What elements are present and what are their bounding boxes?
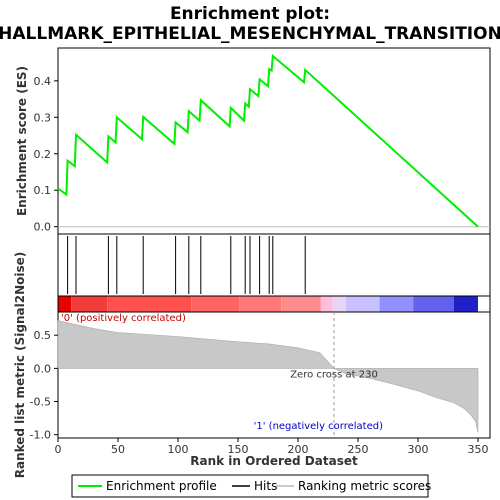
metric-tick-label: 0.5 [34, 329, 52, 342]
es-frame [57, 47, 491, 235]
es-tick-label: 0.4 [34, 75, 52, 88]
chart-title-line1: Enrichment plot: [170, 4, 330, 24]
legend-label-enrichment: Enrichment profile [106, 479, 217, 493]
heatmap-segment [281, 296, 321, 312]
x-tick-label: 150 [228, 443, 249, 456]
metric-axis-label: Ranked list metric (Signal2Noise) [13, 252, 27, 479]
es-tick-label: 0.2 [34, 148, 52, 161]
heatmap-segment [71, 296, 108, 312]
x-tick-label: 50 [111, 443, 125, 456]
es-panel: 0.0 0.1 0.2 0.3 0.4 [34, 47, 491, 235]
hits-frame [57, 233, 491, 297]
metric-tick-label: -0.5 [30, 396, 51, 409]
heatmap-segment [413, 296, 454, 312]
legend: Enrichment profile Hits Ranking metric s… [71, 474, 431, 498]
x-tick-label: 350 [468, 443, 489, 456]
heatmap-segment [454, 296, 478, 312]
x-tick-label: 250 [348, 443, 369, 456]
metric-tick-label: -1.0 [30, 429, 51, 442]
negative-correlation-label: '1' (negatively correlated) [254, 421, 383, 432]
heatmap-segment [320, 296, 333, 312]
heatmap-segment [191, 296, 240, 312]
x-tick-label: 200 [288, 443, 309, 456]
enrichment-profile-line [57, 53, 479, 228]
legend-label-metric: Ranking metric scores [298, 479, 431, 493]
chart-title-line2: HALLMARK_EPITHELIAL_MESENCHYMAL_TRANSITI… [0, 24, 500, 44]
positive-correlation-label: '0' (positively correlated) [61, 313, 186, 324]
x-axis-label: Rank in Ordered Dataset [190, 454, 358, 468]
es-axis-label: Enrichment score (ES) [15, 66, 29, 216]
x-tick-label: 100 [168, 443, 189, 456]
heatmap-segment [332, 296, 346, 312]
heatmap-segment [379, 296, 414, 312]
hits-panel [57, 233, 491, 297]
heatmap-segment [107, 296, 192, 312]
es-tick-label: 0.1 [34, 184, 52, 197]
heatmap-segment [346, 296, 380, 312]
ranking-heatmap [57, 295, 491, 313]
metric-tick-label: 0.0 [34, 362, 52, 375]
legend-label-hits: Hits [254, 479, 277, 493]
zero-cross-label: Zero cross at 230 [290, 369, 378, 380]
heatmap-segment [239, 296, 282, 312]
heatmap-segment [58, 296, 72, 312]
ranking-metric-area [57, 320, 479, 433]
x-tick-label: 300 [408, 443, 429, 456]
es-tick-label: 0.0 [34, 221, 52, 234]
x-tick-label: 0 [55, 443, 62, 456]
es-tick-label: 0.3 [34, 111, 52, 124]
metric-panel: Zero cross at 230 '0' (positively correl… [30, 311, 491, 456]
